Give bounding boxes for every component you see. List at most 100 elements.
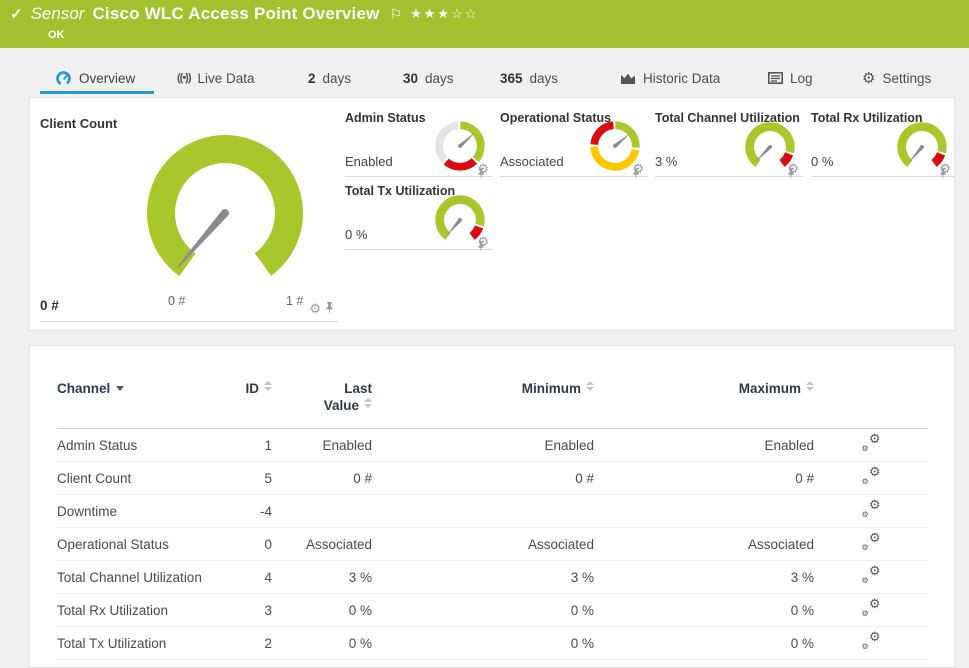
tab-365-days[interactable]: 365 days bbox=[500, 66, 558, 90]
gauges-panel: Client Count 0 # 1 # 0 # ⚙ Admin Status bbox=[29, 97, 955, 331]
pin-icon[interactable] bbox=[477, 241, 485, 253]
sensor-header: ✓ Sensor Cisco WLC Access Point Overview… bbox=[0, 0, 969, 48]
cell-channel-id: -4 bbox=[242, 494, 272, 528]
sort-toggle-icon bbox=[586, 381, 594, 391]
tab-log[interactable]: Log bbox=[768, 66, 813, 90]
tab-30-days-label: days bbox=[425, 70, 454, 86]
cell-maximum bbox=[594, 494, 814, 528]
gauge-needle bbox=[613, 132, 631, 148]
channel-utilization-gauge-chart bbox=[745, 122, 795, 172]
table-row: Total Channel Utilization 4 3 % 3 % 3 % … bbox=[57, 560, 928, 594]
sort-toggle-icon bbox=[806, 381, 814, 391]
pin-icon[interactable] bbox=[939, 168, 947, 180]
cell-channel-id: 0 bbox=[242, 527, 272, 561]
gauge-client-count-title: Client Count bbox=[40, 116, 118, 131]
gauge-total-tx-utilization-value: 0 % bbox=[345, 227, 368, 242]
channels-table: Channel ID Last Value Minimum Maximum bbox=[57, 368, 928, 660]
gauge-settings-gear-icon[interactable]: ⚙ bbox=[939, 161, 951, 176]
gauge-client-count: Client Count 0 # 1 # 0 # ⚙ bbox=[40, 106, 338, 322]
tab-settings-label: Settings bbox=[882, 70, 932, 86]
column-header-last-value[interactable]: Last Value bbox=[272, 368, 372, 429]
favorite-rating-stars[interactable]: ★★★☆☆ bbox=[410, 6, 479, 21]
gauge-needle bbox=[755, 145, 772, 162]
channel-settings-icon[interactable]: ⚙ ⚙ bbox=[861, 463, 881, 486]
rx-utilization-gauge-chart bbox=[897, 122, 947, 172]
cell-minimum: 0 # bbox=[372, 461, 594, 495]
cell-last-value: Enabled bbox=[272, 428, 372, 462]
channel-settings-icon[interactable]: ⚙ ⚙ bbox=[861, 430, 881, 453]
pin-icon[interactable] bbox=[325, 302, 334, 315]
cell-maximum: 0 % bbox=[594, 626, 814, 660]
table-row: Total Tx Utilization 2 0 % 0 % 0 % ⚙ ⚙ bbox=[57, 626, 928, 660]
cell-maximum: 0 # bbox=[594, 461, 814, 495]
cell-channel-id: 3 bbox=[242, 593, 272, 627]
cell-channel-id: 4 bbox=[242, 560, 272, 594]
tab-30-days[interactable]: 30 days bbox=[403, 66, 454, 90]
gauge-operational-status-value: Associated bbox=[500, 154, 564, 169]
cell-minimum: 3 % bbox=[372, 560, 594, 594]
active-tab-indicator bbox=[40, 91, 154, 94]
cell-channel-name: Downtime bbox=[57, 494, 242, 528]
channel-settings-icon[interactable]: ⚙ ⚙ bbox=[861, 595, 881, 618]
channel-settings-icon[interactable]: ⚙ ⚙ bbox=[861, 496, 881, 519]
cell-minimum: Enabled bbox=[372, 428, 594, 462]
column-header-channel[interactable]: Channel bbox=[57, 368, 242, 429]
channel-settings-icon[interactable]: ⚙ ⚙ bbox=[861, 628, 881, 651]
gauge-operational-status-title: Operational Status bbox=[500, 111, 612, 125]
tab-2-days[interactable]: 2 days bbox=[308, 66, 351, 90]
cell-channel-name: Total Tx Utilization bbox=[57, 626, 242, 660]
tab-overview[interactable]: Overview bbox=[55, 66, 135, 90]
sort-toggle-icon bbox=[364, 398, 372, 408]
cell-last-value: 0 % bbox=[272, 626, 372, 660]
tx-utilization-gauge-chart bbox=[435, 195, 485, 245]
tab-365-days-number: 365 bbox=[500, 70, 523, 86]
gauge-admin-status-value: Enabled bbox=[345, 154, 393, 169]
cell-last-value bbox=[272, 494, 372, 528]
gauge-admin-status-title: Admin Status bbox=[345, 111, 426, 125]
client-count-gauge-chart bbox=[146, 135, 303, 291]
gauge-settings-gear-icon[interactable]: ⚙ bbox=[309, 301, 321, 316]
operational-status-gauge-chart bbox=[590, 121, 640, 171]
gauge-total-tx-utilization: Total Tx Utilization 0 % ⚙ bbox=[345, 184, 493, 253]
column-header-maximum[interactable]: Maximum bbox=[594, 368, 814, 429]
cell-minimum: Associated bbox=[372, 527, 594, 561]
gear-icon: ⚙ bbox=[862, 69, 876, 87]
gauge-scale-min: 0 # bbox=[168, 294, 186, 308]
channels-panel: Channel ID Last Value Minimum Maximum bbox=[29, 345, 955, 668]
gauge-settings-gear-icon[interactable]: ⚙ bbox=[477, 161, 489, 176]
log-list-icon bbox=[768, 72, 783, 84]
cell-maximum: 3 % bbox=[594, 560, 814, 594]
sort-toggle-icon bbox=[264, 381, 272, 391]
pin-icon[interactable] bbox=[632, 168, 640, 180]
column-header-minimum[interactable]: Minimum bbox=[372, 368, 594, 429]
gauge-total-rx-utilization: Total Rx Utilization 0 % ⚙ bbox=[811, 111, 955, 180]
tab-live-data[interactable]: ((•)) Live Data bbox=[177, 66, 255, 90]
column-header-channel-label: Channel bbox=[57, 381, 111, 396]
tab-overview-label: Overview bbox=[79, 70, 136, 86]
column-header-maximum-label: Maximum bbox=[738, 381, 801, 396]
priority-flag-icon[interactable]: ⚐ bbox=[389, 5, 403, 22]
tab-historic-data[interactable]: Historic Data bbox=[620, 66, 720, 90]
gauge-total-channel-utilization: Total Channel Utilization 3 % ⚙ bbox=[655, 111, 803, 180]
tab-live-data-label: Live Data bbox=[197, 70, 255, 86]
gauge-total-channel-utilization-title: Total Channel Utilization bbox=[655, 111, 800, 125]
column-header-last-label: Last bbox=[344, 381, 372, 396]
tab-settings[interactable]: ⚙ Settings bbox=[862, 66, 931, 90]
cell-channel-name: Admin Status bbox=[57, 428, 242, 462]
gauge-settings-gear-icon[interactable]: ⚙ bbox=[787, 161, 799, 176]
tab-30-days-number: 30 bbox=[403, 70, 419, 86]
cell-maximum: 0 % bbox=[594, 593, 814, 627]
channel-settings-icon[interactable]: ⚙ ⚙ bbox=[861, 529, 881, 552]
gauge-settings-gear-icon[interactable]: ⚙ bbox=[632, 161, 644, 176]
channel-settings-icon[interactable]: ⚙ ⚙ bbox=[861, 562, 881, 585]
gauge-scale-max: 1 # bbox=[286, 294, 304, 308]
status-badge: OK bbox=[48, 29, 65, 41]
pin-icon[interactable] bbox=[787, 168, 795, 180]
cell-last-value: 0 % bbox=[272, 593, 372, 627]
column-header-id[interactable]: ID bbox=[242, 368, 272, 429]
gauge-settings-gear-icon[interactable]: ⚙ bbox=[477, 234, 489, 249]
gauge-client-count-value: 0 # bbox=[40, 298, 59, 313]
cell-channel-name: Operational Status bbox=[57, 527, 242, 561]
cell-channel-id: 5 bbox=[242, 461, 272, 495]
pin-icon[interactable] bbox=[477, 168, 485, 180]
